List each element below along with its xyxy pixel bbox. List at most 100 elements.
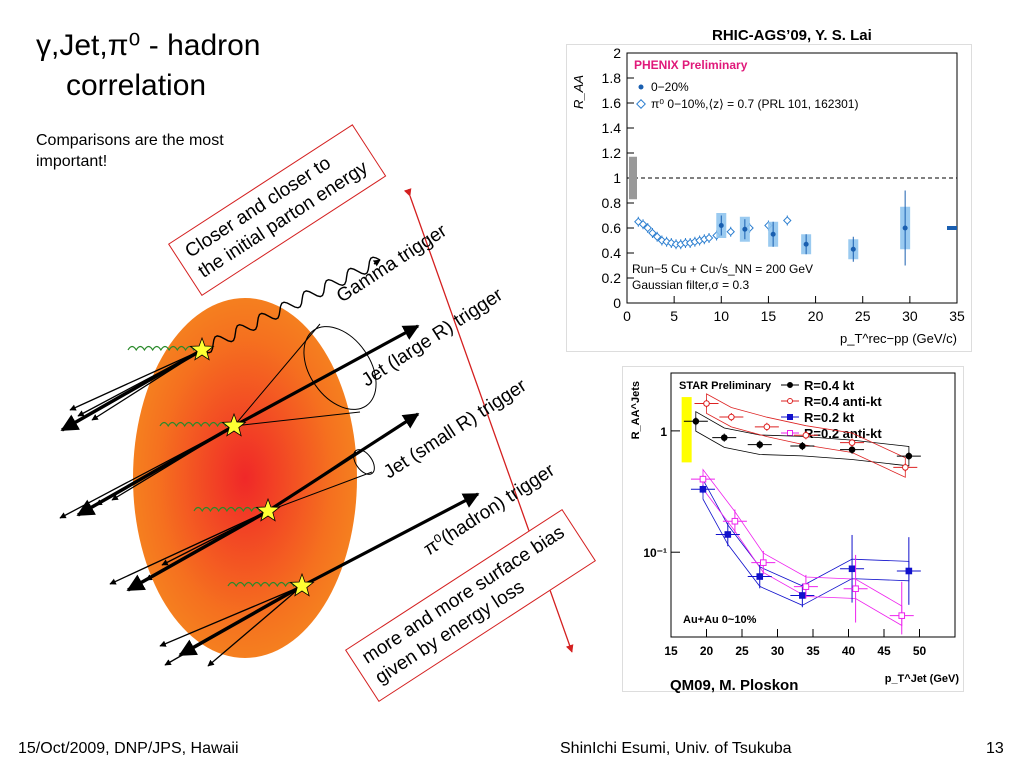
data-point: [720, 434, 728, 441]
data-point: [802, 431, 810, 439]
recoil-hadron: [91, 349, 203, 421]
legend-entry: R=0.4 anti-kt: [804, 394, 882, 409]
trigger-diagram: [59, 188, 574, 667]
gluon-line: [159, 421, 235, 428]
chart-title: PHENIX Preliminary: [634, 58, 748, 72]
recoil-hadron: [207, 585, 303, 667]
y-tick-label: 0.6: [602, 220, 622, 236]
data-point: [699, 475, 707, 483]
x-tick-label: 20: [700, 644, 714, 658]
legend-marker: [636, 99, 646, 109]
vertex-star: [221, 412, 247, 437]
jet-point: [718, 223, 724, 228]
y-tick-label: 1.2: [602, 145, 622, 161]
y-axis-label: R_AA: [571, 75, 586, 109]
jet-point: [803, 241, 809, 247]
norm-box-right: [947, 226, 957, 230]
pi0-point: [783, 216, 792, 225]
x-tick-label: 40: [842, 644, 856, 658]
pi0-point: [681, 238, 690, 248]
vertex-star: [189, 336, 215, 361]
vertex-star: [255, 497, 281, 522]
data-point: [703, 400, 710, 407]
legend-marker: [787, 414, 793, 420]
large-cone-rim: [303, 326, 377, 410]
x-axis-label: p_T^rec−pp (GeV/c): [840, 331, 957, 346]
legend-marker: [787, 430, 793, 436]
data-point: [848, 565, 856, 573]
pi0-point: [671, 240, 681, 249]
x-tick-label: 20: [808, 308, 824, 324]
data-point: [902, 464, 909, 471]
jet-point: [850, 246, 856, 252]
recoil-hadron: [109, 510, 269, 585]
annotation: Gaussian filter,σ = 0.3: [632, 278, 749, 292]
footer-page-number: 13: [986, 740, 1004, 757]
y-tick-label: 1.6: [602, 95, 622, 111]
legend-entry: R=0.2 anti-kt: [804, 426, 882, 441]
y-tick-label: 10⁻¹: [643, 546, 667, 560]
annotation: Run−5 Cu + Cu√s_NN = 200 GeV: [632, 262, 813, 276]
data-point: [905, 567, 913, 575]
x-tick-label: 15: [664, 644, 678, 658]
x-tick-label: 50: [913, 644, 927, 658]
x-axis-label: p_T^Jet (GeV): [885, 673, 960, 685]
gluon-line: [127, 345, 203, 352]
jet-point: [902, 225, 908, 231]
x-tick-label: 30: [771, 644, 785, 658]
y-tick-label: 1.8: [602, 70, 622, 86]
title-line-1: γ,Jet,π⁰ - hadron: [36, 29, 261, 62]
x-tick-label: 45: [877, 644, 891, 658]
pi0-point: [726, 227, 735, 236]
jet-point: [742, 226, 748, 232]
y-tick-label: 0.4: [602, 245, 622, 261]
title-line-2: correlation: [66, 69, 207, 102]
recoil-hadron: [145, 510, 269, 581]
credit-bottom: QM09, M. Ploskon: [670, 677, 799, 694]
norm-uncertainty-box: [629, 156, 637, 200]
y-tick-label: 1: [613, 170, 621, 186]
data-point: [699, 485, 707, 493]
footer-left: 15/Oct/2009, DNP/JPS, Hawaii: [18, 740, 239, 757]
pi0-point: [638, 220, 648, 229]
x-tick-label: 0: [623, 308, 631, 324]
trigger-jet: [233, 324, 420, 428]
data-point: [802, 583, 810, 590]
gluon-line: [227, 581, 303, 588]
data-point: [848, 446, 856, 453]
y-tick-label: 0.8: [602, 195, 622, 211]
credit-top: RHIC-AGS’09, Y. S. Lai: [712, 27, 872, 44]
small-cone-rim: [353, 449, 375, 475]
legend-entry: R=0.2 kt: [804, 410, 855, 425]
sys-band: [706, 393, 906, 478]
recoil-hadron: [77, 349, 203, 417]
legend-marker: [787, 382, 793, 388]
annotation: Au+Au 0~10%: [683, 614, 757, 626]
y-tick-label: 1: [660, 425, 667, 439]
norm-uncertainty-box: [681, 397, 692, 463]
y-axis-label: R_AA^Jets: [630, 381, 642, 439]
diagram-marks: [59, 256, 480, 667]
data-point: [799, 442, 806, 450]
footer-center: ShinIchi Esumi, Univ. of Tsukuba: [560, 740, 792, 757]
x-tick-label: 35: [806, 644, 820, 658]
jet-point: [770, 231, 776, 237]
x-tick-label: 25: [855, 308, 871, 324]
recoil-hadron: [60, 348, 203, 432]
slide-title: γ,Jet,π⁰ - hadron correlation: [36, 26, 261, 106]
data-point: [724, 531, 732, 538]
pi0-point: [704, 233, 714, 243]
data-point: [852, 585, 859, 593]
recoil-hadron: [111, 425, 235, 501]
data-point: [763, 423, 771, 431]
recoil-hadron: [69, 349, 203, 411]
small-cone: [267, 451, 373, 512]
x-tick-label: 30: [902, 308, 918, 324]
recoil-hadron: [159, 585, 303, 647]
star-raa-chart: 10⁻¹ 1 15 20 25 30 35 40 45 50 R_AA^Jets p_T^Jet (G…: [622, 366, 964, 692]
legend-marker: [638, 84, 644, 90]
data-point: [756, 573, 764, 580]
phenix-raa-chart: 00.20.40.60.811.21.41.61.820 5 10 15 20 25 30 3…: [566, 44, 972, 352]
data-point: [756, 441, 764, 448]
photon-arrow: [372, 259, 381, 267]
